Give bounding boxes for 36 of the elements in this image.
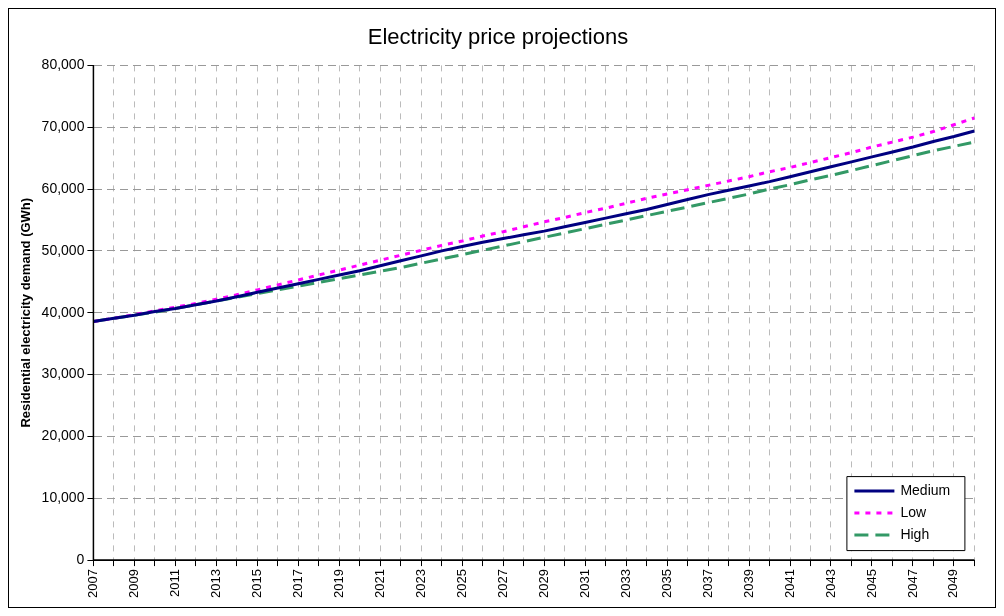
- x-tick-label: 2029: [535, 569, 551, 598]
- y-tick-label: 30,000: [41, 365, 85, 382]
- x-tick-label: 2017: [289, 569, 305, 598]
- legend-label: High: [900, 525, 930, 542]
- legend-label: Medium: [900, 481, 951, 498]
- x-tick-label: 2027: [494, 569, 510, 598]
- x-tick-label: 2007: [85, 569, 100, 598]
- y-tick-label: 70,000: [41, 118, 85, 135]
- x-tick-label: 2043: [822, 569, 838, 598]
- x-tick-label: 2037: [699, 569, 715, 598]
- y-tick-label: 0: [76, 550, 85, 567]
- x-tick-label: 2021: [371, 569, 387, 598]
- y-axis-title: Residential electricity demand (GWh): [18, 197, 34, 428]
- x-tick-label: 2047: [904, 569, 920, 598]
- x-tick-label: 2039: [740, 569, 756, 598]
- y-tick-label: 60,000: [41, 179, 85, 196]
- x-tick-label: 2045: [863, 569, 879, 598]
- x-tick-label: 2019: [330, 569, 346, 598]
- y-tick-label: 20,000: [41, 427, 85, 444]
- x-tick-label: 2015: [248, 569, 264, 598]
- x-tick-label: 2049: [945, 569, 961, 598]
- y-tick-label: 40,000: [41, 303, 85, 320]
- x-tick-label: 2013: [207, 569, 223, 598]
- y-tick-label: 50,000: [41, 241, 85, 258]
- y-tick-label: 10,000: [41, 489, 85, 506]
- x-tick-label: 2025: [453, 569, 469, 598]
- x-tick-label: 2009: [125, 569, 141, 598]
- x-tick-label: 2011: [166, 569, 182, 598]
- y-tick-label: 80,000: [41, 56, 85, 73]
- x-tick-label: 2031: [576, 569, 592, 598]
- chart-title: Electricity price projections: [367, 24, 629, 50]
- x-tick-label: 2035: [658, 569, 674, 598]
- x-tick-label: 2033: [617, 569, 633, 598]
- x-tick-label: 2023: [412, 569, 428, 598]
- x-tick-label: 2041: [781, 569, 797, 598]
- legend-label: Low: [900, 503, 927, 520]
